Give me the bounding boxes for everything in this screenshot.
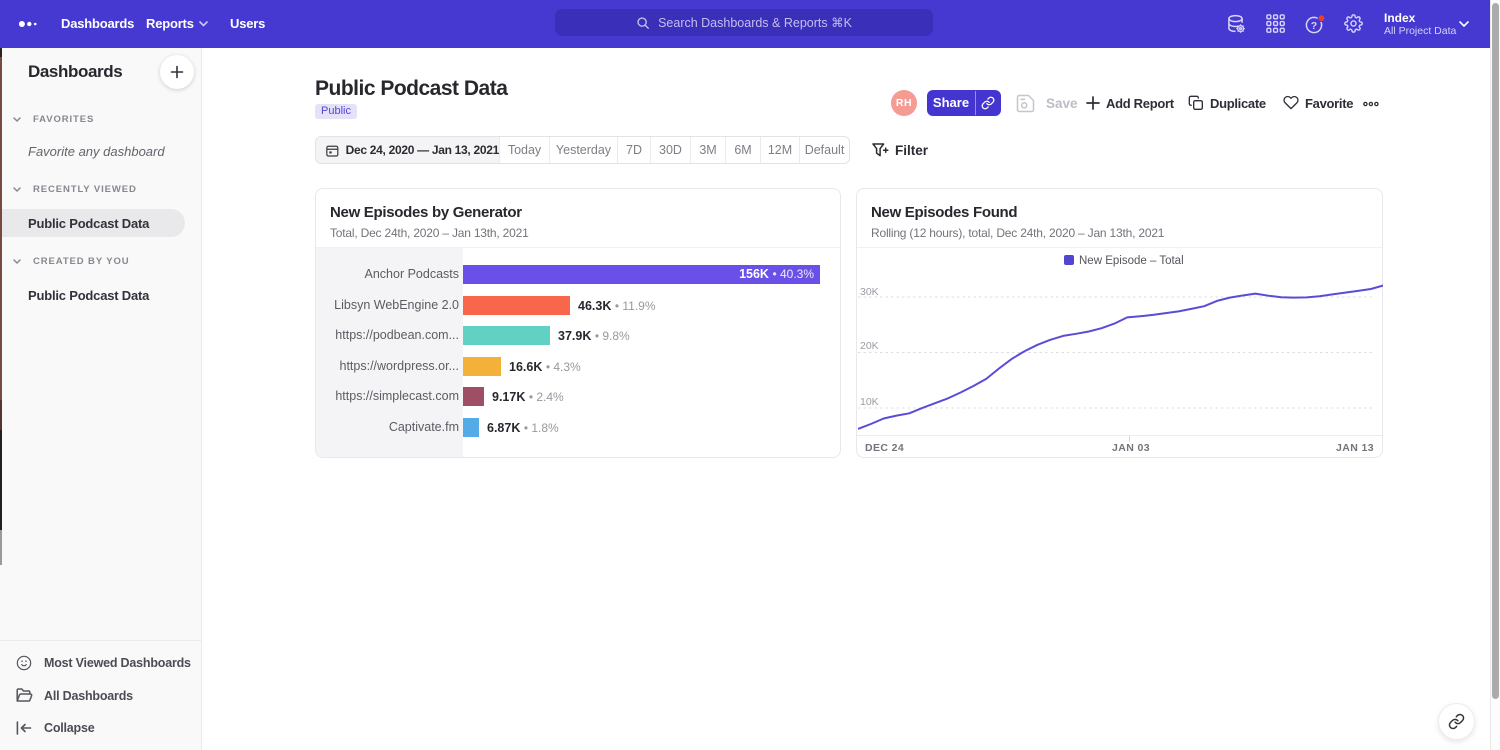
svg-text:?: ? [1311, 20, 1317, 32]
